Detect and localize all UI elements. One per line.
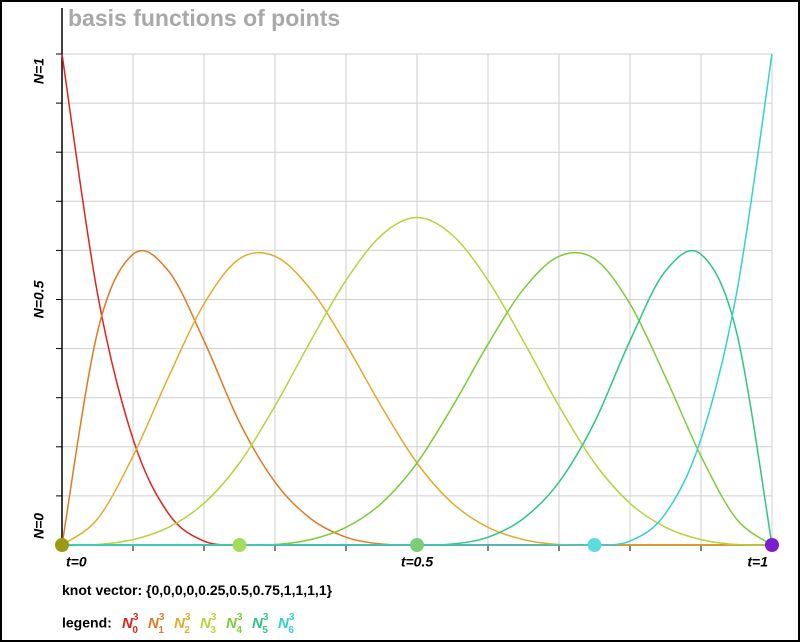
y-tick-label: N=0.5	[31, 280, 47, 318]
x-tick-label: t=0	[66, 554, 87, 570]
legend-sub: 0	[132, 625, 138, 636]
knot-vector-value: {0,0,0,0,0.25,0.5,0.75,1,1,1,1}	[146, 582, 333, 598]
chart-title: basis functions of points	[68, 5, 340, 31]
legend-name: N	[148, 615, 160, 632]
knot-point	[765, 538, 779, 552]
legend-entry: N3 0	[122, 612, 139, 636]
legend-sup: 3	[133, 612, 139, 623]
legend-name: N	[200, 615, 212, 632]
x-tick-label: t=0.5	[401, 554, 434, 570]
knot-vector: knot vector: {0,0,0,0,0.25,0.5,0.75,1,1,…	[62, 582, 333, 598]
legend-sub: 3	[210, 625, 216, 636]
legend-entry: N3 4	[226, 612, 243, 636]
legend-sub: 4	[236, 625, 242, 636]
legend-sup: 3	[289, 612, 295, 623]
legend-sup: 3	[185, 612, 191, 623]
knot-point	[410, 538, 424, 552]
legend-sup: 3	[263, 612, 269, 623]
knot-point	[232, 538, 247, 552]
y-tick-label: N=1	[31, 58, 47, 84]
legend-entry: N3 5	[252, 612, 269, 636]
knot-point	[587, 538, 602, 552]
legend-entry: N3 2	[174, 612, 191, 636]
knot-point	[55, 538, 69, 552]
legend-name: N	[226, 615, 238, 632]
legend-sub: 1	[158, 625, 164, 636]
basis-curve	[61, 251, 772, 546]
legend-entry: N3 6	[278, 612, 295, 636]
legend-name: N	[252, 615, 264, 632]
legend-sup: 3	[211, 612, 217, 623]
legend-entry: N3 1	[148, 612, 165, 636]
legend-name: N	[174, 615, 186, 632]
legend-sub: 6	[288, 625, 294, 636]
knot-vector-label: knot vector:	[62, 582, 142, 598]
legend-sup: 3	[159, 612, 165, 623]
basis-curve	[61, 53, 773, 547]
y-tick-label: N=0	[31, 513, 47, 539]
legend-sup: 3	[237, 612, 243, 623]
basis-curve	[61, 216, 773, 546]
legend-entry: N3 3	[200, 612, 217, 636]
x-tick-label: t=1	[747, 554, 768, 570]
legend-name: N	[122, 615, 134, 632]
legend-name: N	[278, 615, 290, 632]
legend-sub: 2	[184, 625, 190, 636]
legend-label: legend:	[62, 615, 112, 631]
legend-sub: 5	[262, 625, 268, 636]
